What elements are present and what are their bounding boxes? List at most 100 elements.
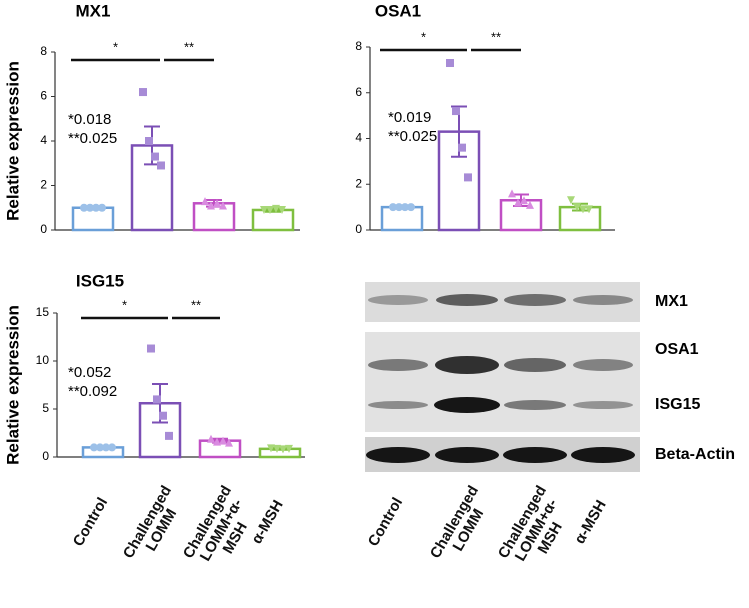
data-point bbox=[585, 205, 593, 214]
error-bar bbox=[272, 446, 288, 451]
significance-label: * bbox=[421, 29, 426, 44]
data-point bbox=[207, 434, 215, 443]
data-point bbox=[153, 395, 161, 404]
data-point bbox=[279, 445, 287, 454]
annotation: *0.018 bbox=[68, 111, 111, 128]
blot-panel bbox=[365, 332, 640, 432]
band bbox=[504, 400, 566, 410]
band bbox=[368, 295, 428, 305]
data-point bbox=[267, 444, 275, 453]
chart-title: MX1 bbox=[76, 1, 111, 20]
band bbox=[434, 397, 500, 413]
band bbox=[503, 447, 567, 463]
data-point bbox=[213, 199, 221, 208]
data-point bbox=[514, 198, 522, 207]
data-point bbox=[219, 436, 227, 445]
data-point bbox=[260, 205, 268, 214]
band bbox=[504, 294, 566, 306]
y-axis-label: Relative expression bbox=[3, 61, 22, 221]
data-point bbox=[207, 201, 215, 210]
annotation: *0.052 bbox=[68, 364, 111, 381]
data-point bbox=[80, 203, 88, 212]
western-blot: MX1 OSA1 ISG15 Beta-Actin bbox=[365, 282, 735, 472]
blot-row-label: MX1 bbox=[655, 293, 688, 310]
data-point bbox=[90, 443, 98, 452]
y-tick-label: 0 bbox=[42, 449, 49, 463]
blot-row-label: Beta-Actin bbox=[655, 446, 735, 463]
y-tick-label: 5 bbox=[42, 401, 49, 415]
data-point bbox=[567, 196, 575, 205]
y-tick-label: 2 bbox=[355, 176, 362, 190]
data-point bbox=[102, 443, 110, 452]
band bbox=[571, 447, 635, 463]
bar bbox=[251, 208, 295, 232]
y-tick-label: 8 bbox=[40, 44, 47, 58]
data-point bbox=[278, 205, 286, 214]
band bbox=[436, 294, 498, 306]
data-point bbox=[458, 143, 466, 152]
y-tick-label: 0 bbox=[355, 222, 362, 236]
y-tick-label: 4 bbox=[40, 133, 47, 147]
significance-label: * bbox=[113, 39, 118, 54]
data-point bbox=[201, 197, 209, 206]
bar bbox=[380, 205, 424, 232]
y-tick-label: 4 bbox=[355, 131, 362, 145]
annotation: **0.092 bbox=[68, 383, 117, 400]
y-tick-label: 8 bbox=[355, 39, 362, 53]
band bbox=[573, 401, 633, 409]
data-point bbox=[225, 438, 233, 447]
y-axis-label: Relative expression bbox=[3, 305, 22, 465]
data-point bbox=[520, 196, 528, 205]
chart-title: OSA1 bbox=[375, 1, 421, 20]
data-point bbox=[98, 203, 106, 212]
data-point bbox=[219, 201, 227, 210]
data-point bbox=[285, 444, 293, 453]
bar bbox=[71, 206, 115, 232]
band bbox=[366, 447, 430, 463]
data-point bbox=[464, 173, 472, 182]
data-point bbox=[96, 443, 104, 452]
y-tick-label: 6 bbox=[355, 85, 362, 99]
y-tick-label: 6 bbox=[40, 89, 47, 103]
data-point bbox=[108, 443, 116, 452]
data-point bbox=[452, 107, 460, 116]
data-point bbox=[407, 203, 415, 212]
data-point bbox=[92, 203, 100, 212]
data-point bbox=[579, 205, 587, 214]
data-point bbox=[157, 161, 165, 170]
data-point bbox=[139, 88, 147, 97]
blot-row-label: OSA1 bbox=[655, 341, 699, 358]
chart-title: ISG15 bbox=[76, 271, 124, 290]
band bbox=[573, 359, 633, 371]
data-point bbox=[526, 200, 534, 209]
annotation: *0.019 bbox=[388, 109, 431, 126]
data-point bbox=[159, 411, 167, 420]
data-point bbox=[401, 203, 409, 212]
y-tick-label: 15 bbox=[36, 305, 50, 319]
data-point bbox=[165, 431, 173, 440]
y-tick-label: 10 bbox=[36, 353, 50, 367]
y-tick-label: 2 bbox=[40, 178, 47, 192]
data-point bbox=[147, 344, 155, 353]
data-point bbox=[273, 444, 281, 453]
significance-label: ** bbox=[191, 297, 201, 312]
blot-row-label: ISG15 bbox=[655, 396, 700, 413]
data-point bbox=[446, 59, 454, 68]
data-point bbox=[213, 437, 221, 446]
significance-label: * bbox=[122, 297, 127, 312]
data-point bbox=[86, 203, 94, 212]
annotation: **0.025 bbox=[68, 130, 117, 147]
data-point bbox=[508, 189, 516, 198]
data-point bbox=[389, 203, 397, 212]
significance-label: ** bbox=[184, 39, 194, 54]
band bbox=[435, 447, 499, 463]
data-point bbox=[266, 205, 274, 214]
band bbox=[573, 295, 633, 305]
significance-label: ** bbox=[491, 29, 501, 44]
band bbox=[504, 358, 566, 372]
band bbox=[368, 401, 428, 409]
y-tick-label: 0 bbox=[40, 222, 47, 236]
band bbox=[435, 356, 499, 374]
